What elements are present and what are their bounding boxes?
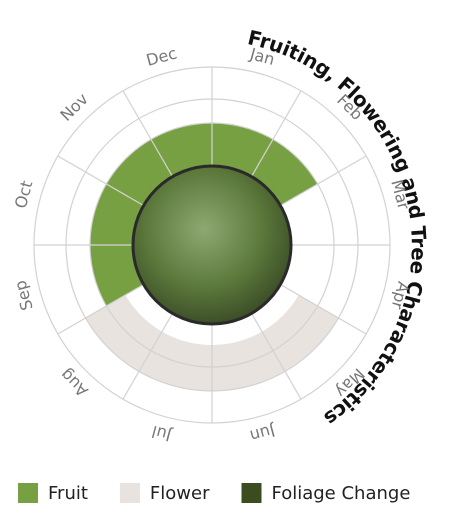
legend-label: Foliage Change bbox=[272, 483, 411, 504]
month-label: Dec bbox=[144, 43, 179, 69]
segment bbox=[212, 123, 273, 177]
rings bbox=[85, 123, 339, 392]
segment bbox=[262, 295, 339, 372]
center-photo bbox=[131, 164, 293, 326]
legend-label: Fruit bbox=[48, 483, 88, 504]
spoke bbox=[280, 283, 367, 335]
spoke bbox=[280, 155, 367, 207]
legend: Fruit Flower Foliage Change bbox=[18, 483, 410, 504]
month-label: Oct bbox=[11, 179, 37, 211]
legend-swatch bbox=[119, 483, 140, 503]
segment bbox=[151, 123, 212, 177]
spoke bbox=[122, 313, 174, 400]
spoke bbox=[57, 283, 144, 335]
segment bbox=[90, 245, 144, 306]
month-label: Jun bbox=[248, 421, 278, 446]
spoke bbox=[250, 90, 302, 177]
segment bbox=[85, 295, 162, 372]
legend-swatch bbox=[18, 483, 38, 503]
spoke bbox=[57, 155, 144, 207]
legend-swatch bbox=[241, 483, 262, 503]
month-label: Sep bbox=[11, 278, 37, 312]
grid bbox=[33, 66, 391, 424]
spoke bbox=[122, 90, 174, 177]
month-label: Jul bbox=[150, 422, 175, 446]
legend-label: Flower bbox=[150, 483, 210, 504]
spoke bbox=[250, 313, 302, 400]
segment bbox=[90, 184, 144, 245]
